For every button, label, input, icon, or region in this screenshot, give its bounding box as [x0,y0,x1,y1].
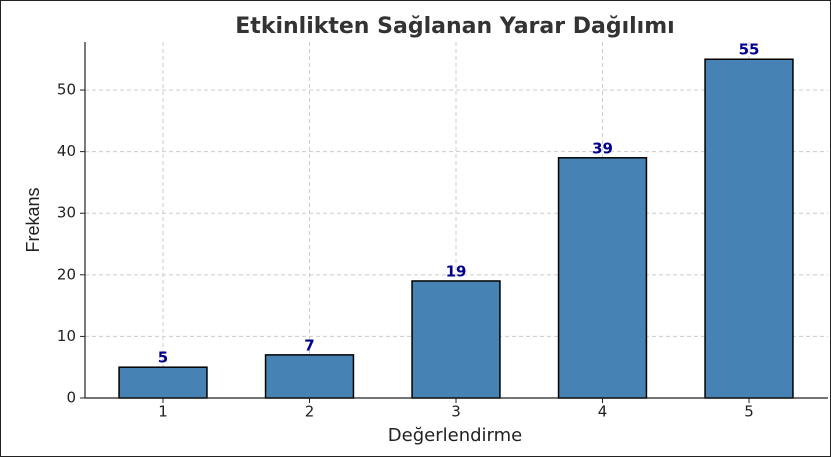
value-label: 19 [446,262,467,280]
y-tick-label: 40 [57,142,76,160]
bar [557,157,648,399]
x-axis-label: Değerlendirme [388,425,522,446]
y-tick-label: 20 [57,265,76,283]
bar [264,354,355,399]
bar [411,280,501,399]
y-tick-label: 0 [66,389,76,407]
y-tick-label: 30 [57,204,76,222]
x-tick-label: 2 [305,403,315,421]
y-tick-label: 10 [57,327,76,345]
value-label: 55 [739,41,760,59]
x-tick-label: 5 [744,403,754,421]
y-tick-label: 50 [57,81,76,99]
value-label: 5 [158,349,168,367]
x-tick-label: 3 [451,403,461,421]
bar [118,366,208,399]
value-label: 7 [304,336,314,354]
x-tick-label: 4 [598,403,608,421]
chart-title: Etkinlikten Sağlanan Yarar Dağılımı [235,14,674,39]
bar [704,58,794,399]
x-tick-label: 1 [158,403,168,421]
y-axis-label: Frekans [23,187,43,252]
value-label: 39 [592,139,613,157]
